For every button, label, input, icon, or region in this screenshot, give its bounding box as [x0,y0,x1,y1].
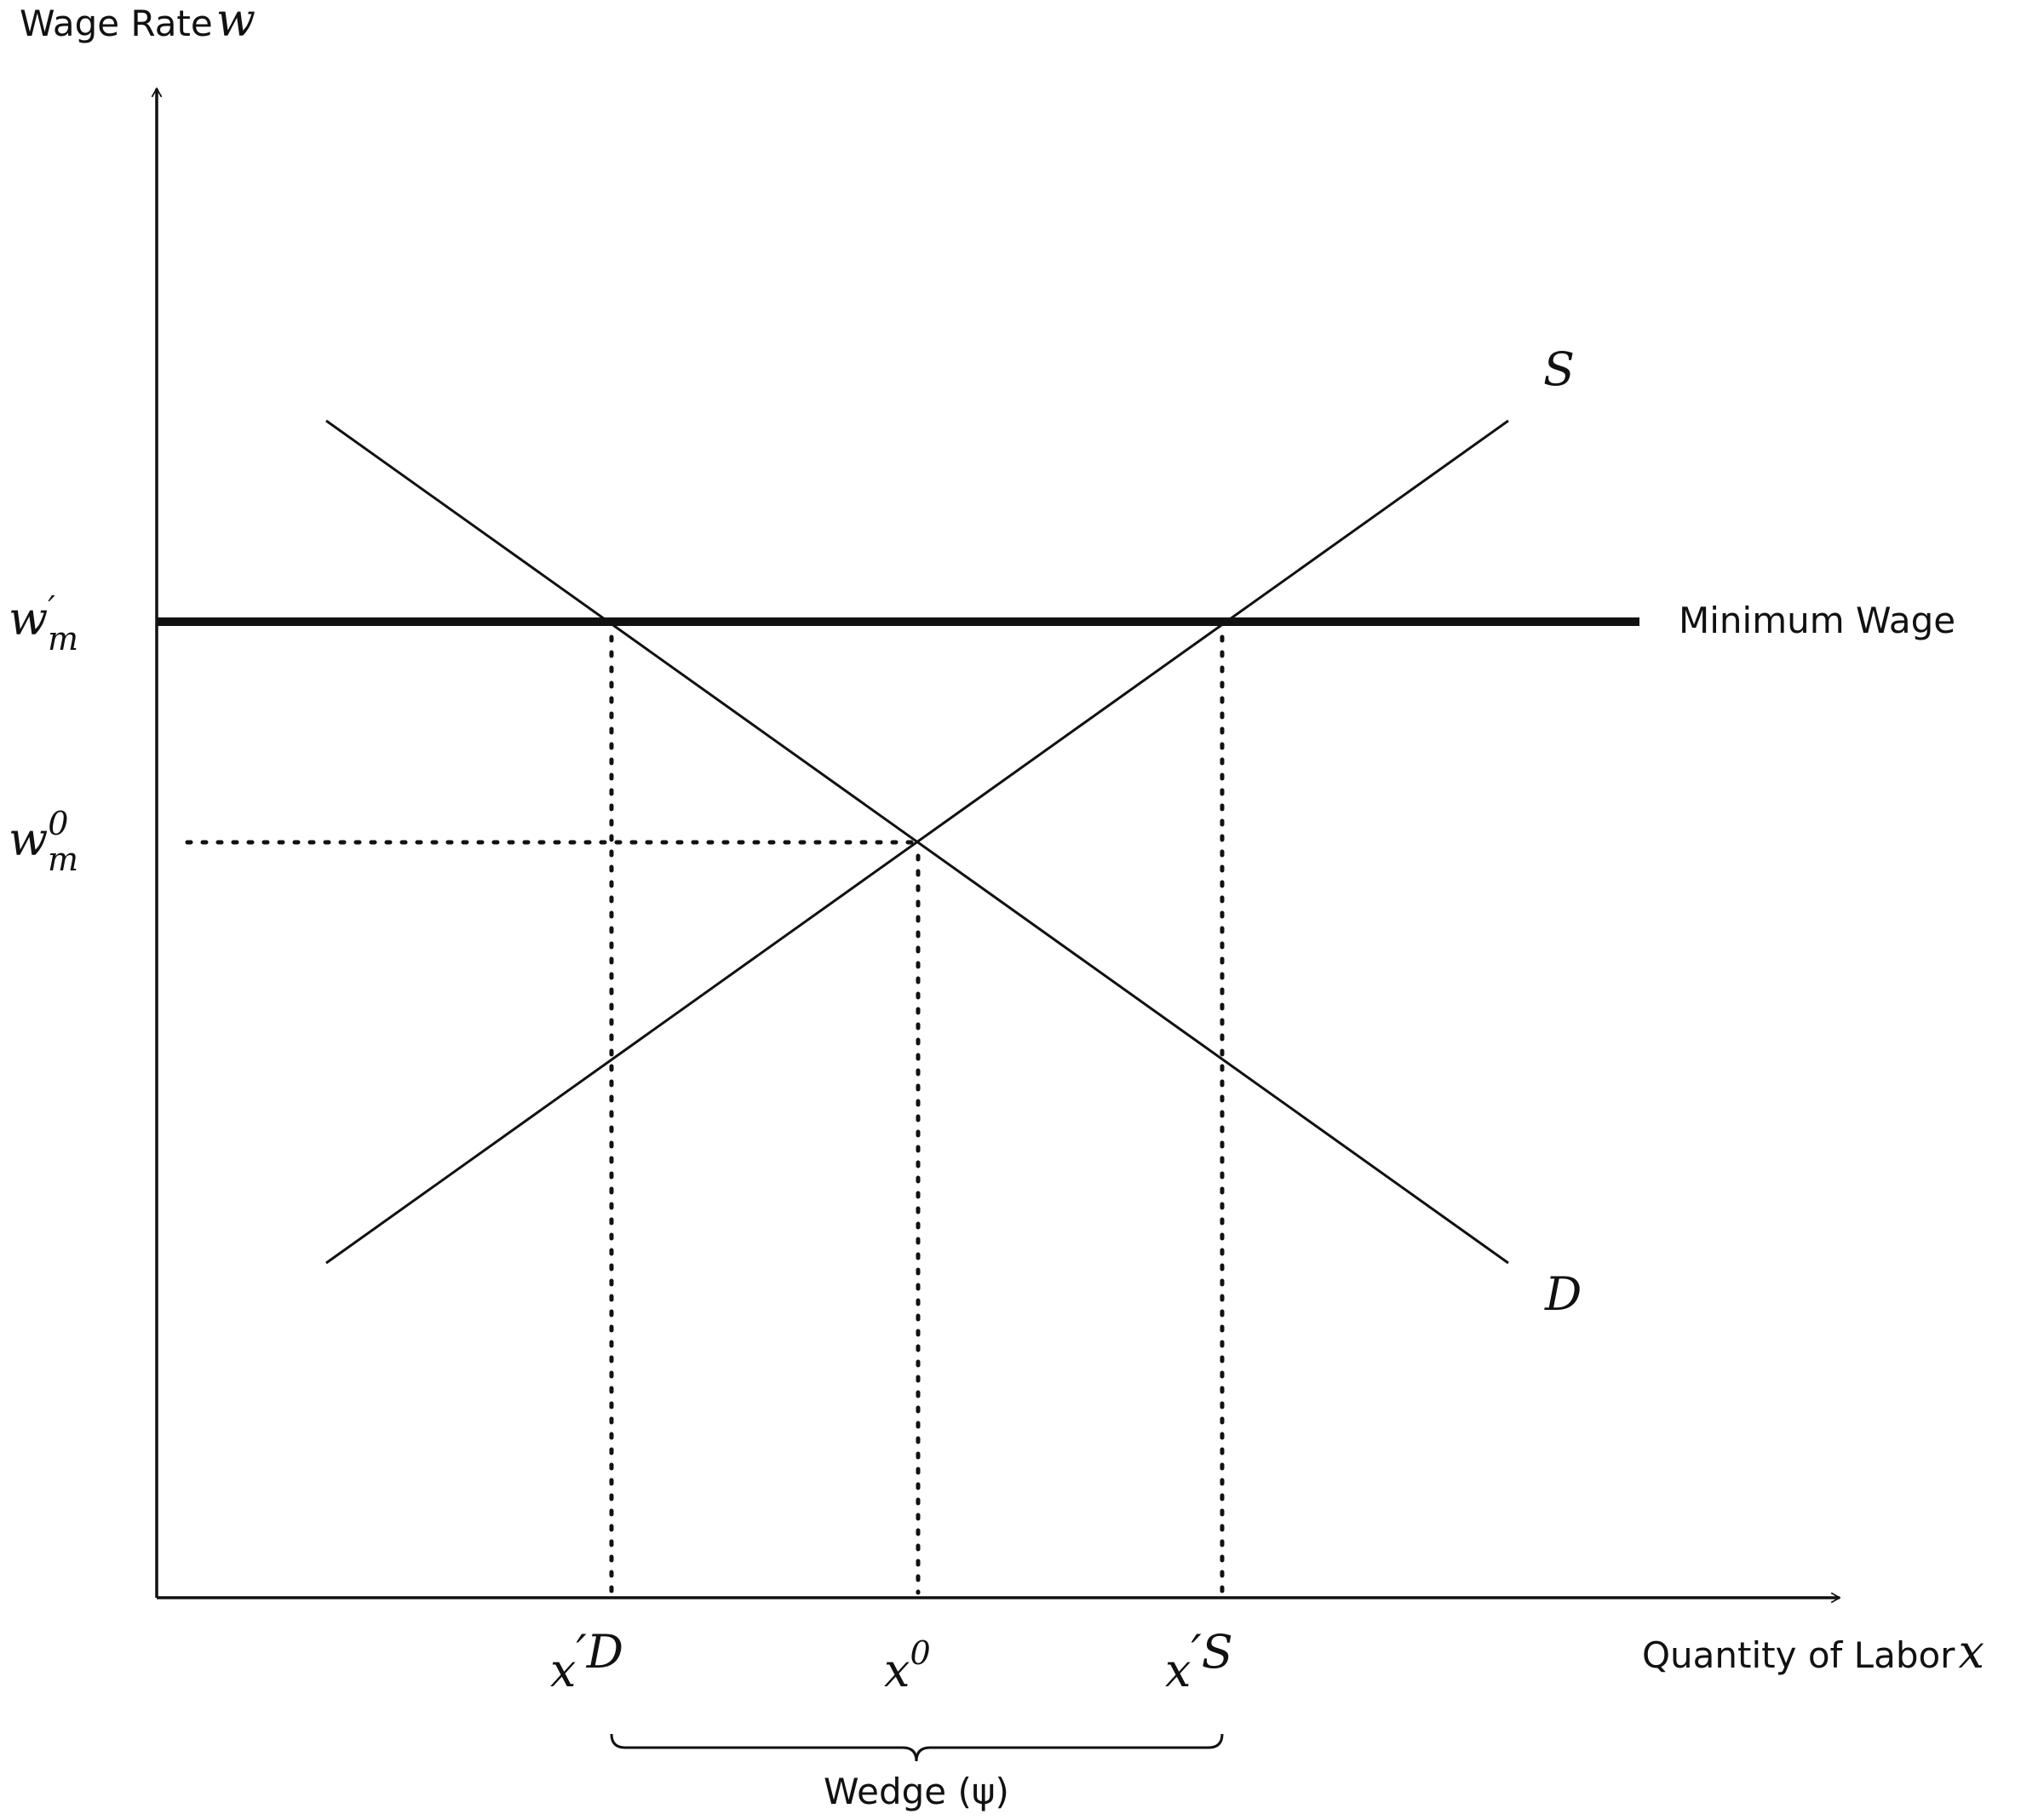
x-mark: x′D [550,1625,623,1697]
label-part: w [216,0,256,47]
supply-label: S [1543,342,1575,396]
label-part: x [884,1644,910,1697]
label-part: Quantity of Labor [1642,1634,1955,1676]
wedge-label: Wedge (ψ) [824,1771,1009,1812]
label-part: w [9,592,48,646]
label-part: Wage Rate [20,3,213,44]
label-part: 0 [910,1634,930,1672]
label-part: 0 [48,805,68,842]
label-part: m [48,620,78,657]
minimum-wage-label: Minimum Wage [1679,600,1955,641]
x-mark: x′S [1165,1625,1233,1697]
demand-label: D [1544,1267,1582,1321]
label-part: ′D [576,1625,623,1679]
label-part: w [9,812,48,866]
label-part: ′ [48,589,55,627]
x-axis-label: Quantity of Labor x [1642,1625,1984,1679]
x-mark: x0 [884,1634,931,1697]
y-axis-label: Wage Rate w [20,0,256,47]
wedge-brace [610,1733,1224,1762]
label-part: x [1165,1644,1191,1697]
label-part: x [550,1644,576,1697]
label-part: x [1958,1625,1984,1679]
supply-curve [325,419,1509,1265]
label-part: ′S [1191,1625,1232,1679]
y-mark: w0 m [9,805,78,878]
label-part: m [48,841,78,878]
y-mark: w′ m [9,589,78,657]
